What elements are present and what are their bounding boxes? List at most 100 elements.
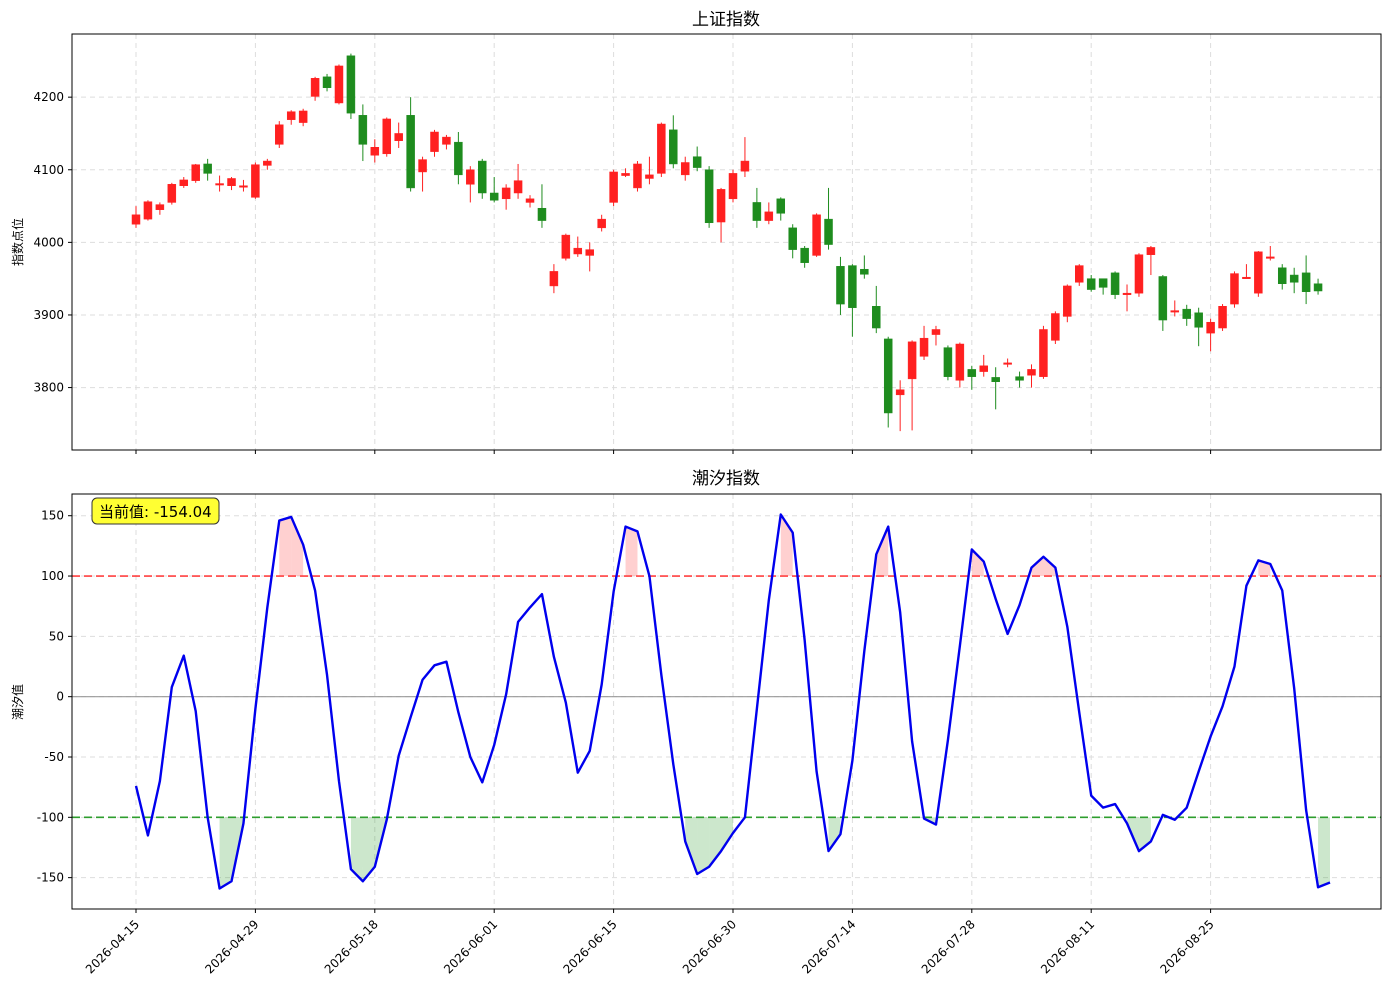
y-tick-label: 4200 [33, 90, 64, 104]
x-tick-label: 2026-05-18 [322, 917, 381, 976]
candle-body [836, 266, 845, 305]
candle-body [609, 171, 618, 203]
candle-body [788, 227, 797, 250]
y-tick-label: 4000 [33, 235, 64, 249]
candle-body [346, 55, 356, 114]
candle-body [1110, 272, 1120, 295]
candle-body [430, 131, 439, 152]
candle-body [1146, 247, 1156, 255]
candle-body [1075, 265, 1084, 283]
candle-body [406, 115, 415, 189]
candle-body [776, 198, 786, 214]
x-tick-label: 2026-07-28 [919, 917, 978, 976]
badge-box [91, 497, 220, 525]
candle-body [680, 162, 690, 176]
candle-body [466, 169, 475, 185]
candle-body [669, 129, 678, 165]
candle-body [454, 141, 463, 176]
candle-body [645, 174, 654, 179]
candle-body [501, 187, 511, 200]
reference-lines [72, 575, 1381, 819]
x-tick-label: 2026-04-29 [202, 917, 261, 976]
candle-body [1170, 310, 1180, 313]
candle-body [1182, 308, 1191, 319]
candle-body [1230, 273, 1239, 305]
candle-body [991, 377, 1000, 383]
candle-body [334, 65, 344, 104]
candle-body [358, 115, 368, 145]
candle-body [310, 78, 320, 97]
candle-body [740, 160, 750, 172]
candle-body [692, 156, 702, 168]
candle-body [143, 201, 153, 220]
top-chart-title: 上证指数 [692, 10, 760, 30]
candle-body [275, 124, 284, 145]
candle-body [883, 338, 893, 414]
candle-body [573, 247, 583, 255]
candle-body [1277, 267, 1287, 284]
candle-body [1194, 312, 1203, 328]
y-tick-label: -150 [37, 871, 64, 885]
candle-body [1027, 369, 1036, 376]
overbought-fill [1031, 556, 1044, 577]
x-tick-label: 2026-08-11 [1038, 917, 1097, 976]
candle-body [585, 249, 594, 256]
candle-body [1015, 376, 1024, 381]
overbought-fill [1043, 556, 1056, 577]
candle-body [979, 365, 988, 372]
y-tick-label: -100 [37, 810, 64, 824]
oversold-fill [362, 817, 375, 882]
candlestick-series [131, 53, 1323, 432]
candle-body [382, 118, 391, 155]
candle-body [442, 136, 451, 145]
oversold-fill [219, 817, 232, 889]
top-x-ticks [135, 450, 1212, 454]
y-tick-label: -50 [44, 750, 64, 764]
candle-body [1301, 272, 1311, 292]
candle-body [597, 218, 606, 229]
candle-body [967, 369, 977, 377]
oversold-fill [721, 817, 733, 852]
candle-body [895, 389, 905, 396]
candle-body [1254, 251, 1263, 294]
candle-body [1051, 313, 1060, 341]
candle-body [1122, 292, 1132, 295]
y-tick-label: 3900 [33, 308, 64, 322]
candle-body [131, 214, 141, 225]
overbought-fill [876, 526, 889, 577]
candle-body [549, 271, 559, 287]
bottom-grid [72, 494, 1381, 909]
candle-body [621, 173, 630, 176]
candle-body [537, 207, 547, 221]
candle-body [1242, 276, 1251, 279]
oversold-fill [685, 817, 698, 875]
candle-body [812, 214, 821, 256]
candle-body [1063, 285, 1072, 317]
candle-body [1266, 256, 1275, 259]
candle-body [931, 329, 941, 335]
bottom-x-ticks: 2026-04-15 2026-04-29 2026-05-18 2026-06-01… [83, 909, 1217, 976]
tide-series [134, 513, 1331, 890]
candle-body [418, 159, 427, 173]
candle-body [1086, 278, 1096, 290]
x-tick-label: 2026-06-15 [561, 917, 620, 976]
bottom-plot-frame [71, 493, 1382, 910]
candle-body [322, 76, 332, 88]
candle-body [907, 341, 917, 380]
oversold-fill [1318, 817, 1330, 888]
candle-body [1098, 278, 1108, 288]
x-tick-label: 2026-06-30 [680, 917, 739, 976]
candle-body [1289, 274, 1299, 283]
candle-body [227, 178, 236, 186]
candle-body [251, 164, 260, 198]
x-tick-label: 2026-06-01 [441, 917, 500, 976]
threshold-fills [219, 514, 1330, 889]
candle-body [657, 123, 666, 174]
top-y-axis-label: 指数点位 [10, 218, 25, 266]
y-tick-label: 100 [41, 569, 64, 583]
candle-body [489, 192, 499, 201]
candle-body [1218, 306, 1227, 329]
candle-body [191, 164, 200, 181]
candle-body [824, 218, 833, 245]
